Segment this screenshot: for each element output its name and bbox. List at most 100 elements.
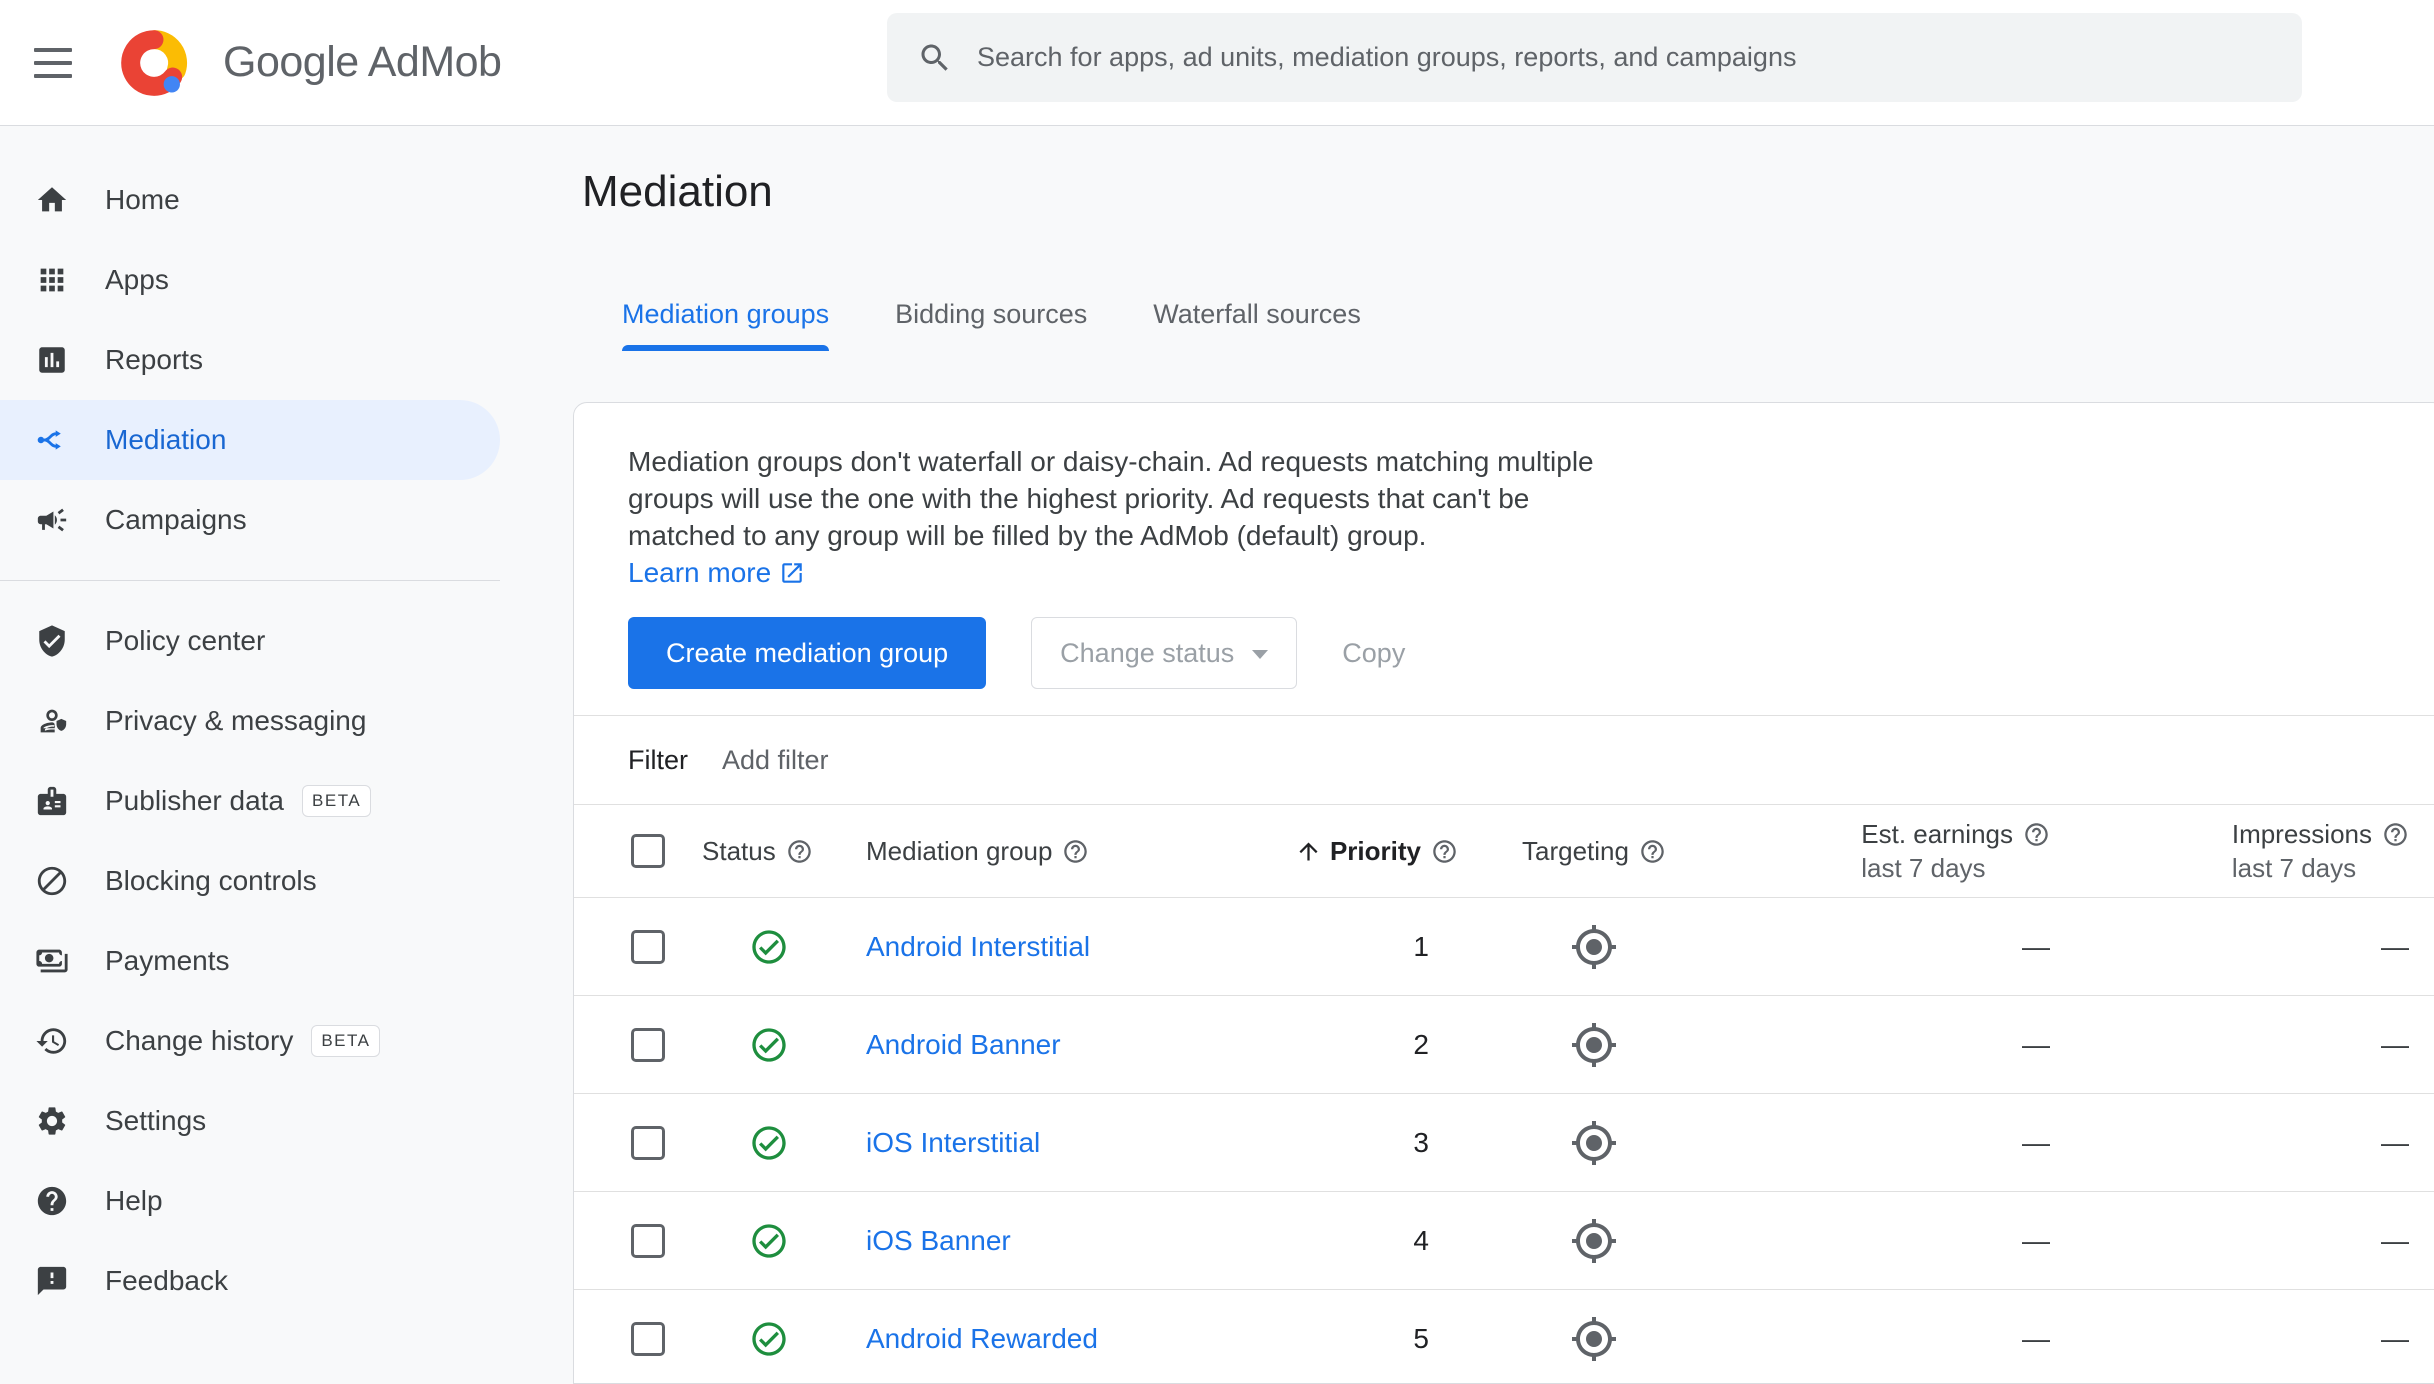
home-icon: [35, 183, 69, 217]
policy-icon: [35, 624, 69, 658]
sidebar-item-label: Feedback: [105, 1265, 228, 1296]
dropdown-caret-icon: [1252, 650, 1269, 659]
table-header: Status Mediation group Priority Targetin…: [574, 805, 2434, 897]
help-icon[interactable]: [1431, 838, 1458, 865]
table-row: iOS Interstitial 3 — —: [574, 1093, 2434, 1191]
sidebar-item-label: Home: [105, 184, 180, 215]
targeting-icon[interactable]: [1570, 1021, 1618, 1069]
targeting-icon[interactable]: [1570, 923, 1618, 971]
payments-icon: [35, 944, 69, 978]
impressions-value: —: [2381, 1126, 2409, 1158]
learn-more-link[interactable]: Learn more: [628, 557, 805, 588]
row-checkbox[interactable]: [631, 1027, 665, 1062]
tab-mediation-groups[interactable]: Mediation groups: [622, 282, 830, 351]
mediation-group-link[interactable]: iOS Interstitial: [866, 1126, 1041, 1158]
sidebar-item-payments[interactable]: Payments: [0, 921, 500, 1001]
filter-bar: Filter Add filter: [574, 716, 2434, 804]
help-icon[interactable]: [1062, 838, 1089, 865]
earnings-value: —: [2022, 930, 2050, 962]
help-icon[interactable]: [2023, 821, 2050, 848]
campaign-icon: [35, 503, 69, 537]
actions-row: Create mediation group Change status Cop…: [628, 617, 2391, 689]
earnings-value: —: [2022, 1322, 2050, 1354]
sidebar-item-blocking-controls[interactable]: Blocking controls: [0, 841, 500, 921]
earnings-value: —: [2022, 1028, 2050, 1060]
sidebar-item-privacy-messaging[interactable]: Privacy & messaging: [0, 681, 500, 761]
targeting-icon[interactable]: [1570, 1217, 1618, 1265]
beta-badge: BETA: [302, 785, 372, 817]
create-mediation-group-button[interactable]: Create mediation group: [628, 617, 987, 689]
search-bar[interactable]: [887, 13, 2302, 102]
feedback-icon: [35, 1264, 69, 1298]
info-section: Mediation groups don't waterfall or dais…: [574, 403, 2434, 715]
table-row: Android Interstitial 1 — —: [574, 897, 2434, 995]
sidebar-item-label: Policy center: [105, 625, 266, 656]
mediation-group-link[interactable]: Android Banner: [866, 1028, 1061, 1060]
status-active-icon: [749, 1319, 789, 1359]
sidebar-item-help[interactable]: Help: [0, 1161, 500, 1241]
sidebar-item-settings[interactable]: Settings: [0, 1081, 500, 1161]
block-icon: [35, 864, 69, 898]
row-checkbox[interactable]: [631, 1125, 665, 1160]
sidebar: Home Apps Reports Mediation Campaigns Policy…: [0, 126, 540, 1384]
help-icon: [35, 1184, 69, 1218]
status-column-header: Status: [702, 836, 836, 867]
privacy-icon: [35, 704, 69, 738]
tab-waterfall-sources[interactable]: Waterfall sources: [1153, 299, 1361, 329]
targeting-icon[interactable]: [1570, 1119, 1618, 1167]
reports-icon: [35, 343, 69, 377]
page-title: Mediation: [582, 167, 773, 216]
sidebar-item-label: Payments: [105, 945, 230, 976]
sidebar-item-label: Campaigns: [105, 504, 247, 535]
sidebar-item-change-history[interactable]: Change history BETA: [0, 1001, 500, 1081]
row-checkbox[interactable]: [631, 1223, 665, 1258]
copy-button[interactable]: Copy: [1342, 637, 1406, 668]
select-all-checkbox[interactable]: [631, 834, 665, 868]
table-body: Android Interstitial 1 — — Android Banner 2 — —…: [574, 897, 2434, 1383]
sidebar-item-campaigns[interactable]: Campaigns: [0, 480, 500, 560]
menu-icon[interactable]: [34, 47, 72, 78]
add-filter-button[interactable]: Add filter: [722, 744, 829, 775]
sidebar-item-feedback[interactable]: Feedback: [0, 1241, 500, 1321]
sidebar-item-label: Mediation: [105, 424, 227, 455]
table-row: Android Banner 2 — —: [574, 995, 2434, 1093]
earnings-value: —: [2022, 1126, 2050, 1158]
priority-column-header[interactable]: Priority: [1274, 836, 1474, 867]
tab-bidding-sources[interactable]: Bidding sources: [895, 299, 1088, 329]
sidebar-item-home[interactable]: Home: [0, 160, 500, 240]
open-in-new-icon: [779, 560, 805, 586]
admob-logo[interactable]: Google AdMob: [119, 28, 502, 98]
settings-icon: [35, 1104, 69, 1138]
sidebar-item-apps[interactable]: Apps: [0, 240, 500, 320]
tab-bar: Mediation groups Bidding sources Waterfall…: [622, 282, 2434, 351]
help-icon[interactable]: [2382, 821, 2409, 848]
help-icon[interactable]: [786, 838, 813, 865]
status-active-icon: [749, 1123, 789, 1163]
sidebar-item-publisher-data[interactable]: Publisher data BETA: [0, 761, 500, 841]
sidebar-item-label: Reports: [105, 344, 204, 375]
status-active-icon: [749, 1221, 789, 1261]
priority-value: 5: [1413, 1322, 1429, 1354]
apps-icon: [35, 263, 69, 297]
sidebar-item-reports[interactable]: Reports: [0, 320, 500, 400]
status-active-icon: [749, 1025, 789, 1065]
targeting-icon[interactable]: [1570, 1315, 1618, 1363]
impressions-value: —: [2381, 1322, 2409, 1354]
sidebar-item-policy-center[interactable]: Policy center: [0, 601, 500, 681]
beta-badge: BETA: [311, 1025, 381, 1057]
help-icon[interactable]: [1639, 838, 1666, 865]
row-checkbox[interactable]: [631, 1321, 665, 1356]
mediation-group-link[interactable]: Android Rewarded: [866, 1322, 1098, 1354]
targeting-column-header: Targeting: [1474, 836, 1714, 867]
row-checkbox[interactable]: [631, 929, 665, 964]
priority-value: 3: [1413, 1126, 1429, 1158]
brand-name: Google AdMob: [223, 38, 502, 86]
mediation-group-link[interactable]: iOS Banner: [866, 1224, 1011, 1256]
mediation-group-link[interactable]: Android Interstitial: [866, 930, 1091, 962]
search-input[interactable]: [977, 42, 2302, 73]
change-status-button[interactable]: Change status: [1031, 617, 1298, 689]
sidebar-item-mediation[interactable]: Mediation: [0, 400, 500, 480]
sidebar-item-label: Apps: [105, 264, 169, 295]
impressions-value: —: [2381, 1224, 2409, 1256]
sort-ascending-icon: [1295, 838, 1322, 865]
